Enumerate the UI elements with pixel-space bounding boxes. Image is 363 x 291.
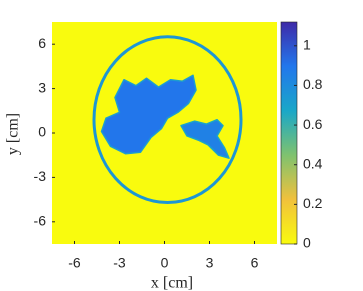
x-tick-label: -6: [68, 255, 81, 271]
y-tick-label: 0: [38, 124, 46, 140]
colorbar: [280, 21, 298, 245]
colorbar-tick-label: 0.4: [303, 155, 323, 171]
y-tick-label: 3: [38, 79, 46, 95]
ring: [92, 35, 243, 205]
x-tick-label: 0: [161, 255, 169, 271]
x-axis-label: x [cm]: [151, 275, 193, 291]
background: [52, 22, 277, 244]
y-axis-label: y [cm]: [5, 113, 22, 155]
image: [52, 22, 277, 244]
blob: [100, 74, 197, 155]
y-tick-label: -6: [34, 213, 47, 229]
x-tick-label: -3: [113, 255, 126, 271]
y-tick-label: 6: [38, 35, 46, 51]
x-tick-label: 6: [251, 255, 259, 271]
colorbar-tick-label: 0.6: [303, 116, 323, 132]
colorbar-tick-label: 1: [303, 36, 311, 52]
y-tick-label: -3: [34, 168, 47, 184]
colorbar-tick-label: 0.8: [303, 76, 323, 92]
colorbar-tick-label: 0: [303, 235, 311, 251]
x-tick-label: 3: [206, 255, 214, 271]
colorbar-tick-label: 0.2: [303, 195, 323, 211]
blob: [180, 118, 230, 159]
